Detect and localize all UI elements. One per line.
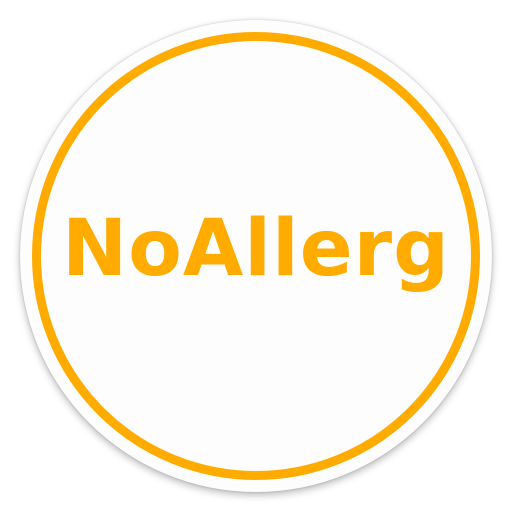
icon-ring — [32, 32, 480, 480]
